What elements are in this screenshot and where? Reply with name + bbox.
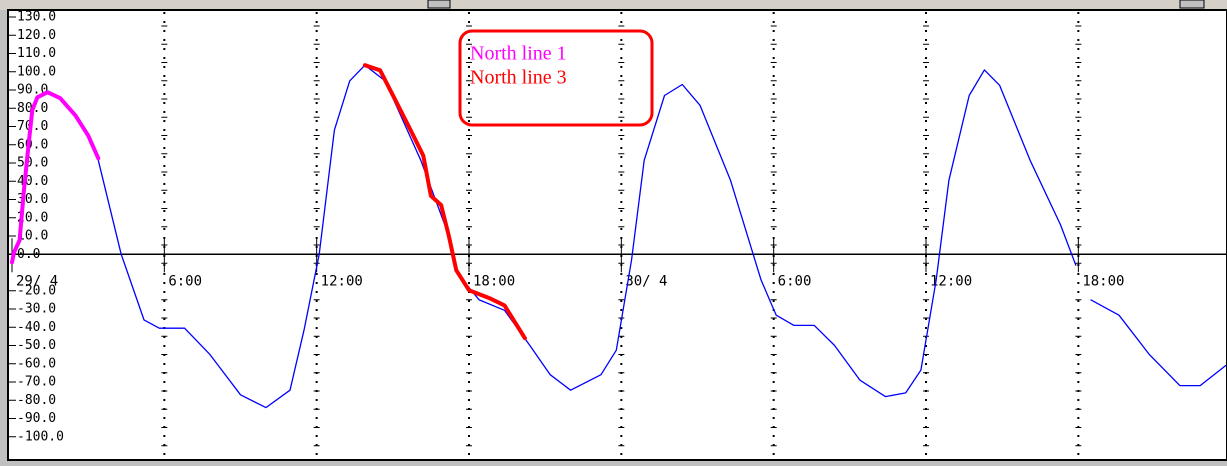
y-tick-label: -70.0 [17,375,56,390]
x-tick-label: 29/ 4 [16,273,58,289]
y-tick-label: 100.0 [17,64,56,79]
series-line [10,90,101,265]
scrollbar-thumb[interactable] [1179,0,1205,9]
x-tick-label: 6:00 [168,273,202,289]
scrollbar-track [0,0,1227,10]
y-tick-label: -60.0 [17,356,56,371]
x-tick-label: 12:00 [930,273,972,289]
x-tick-label: 12:00 [321,273,363,289]
y-tick-label: -80.0 [17,393,56,408]
scrollbar-thumb[interactable] [427,0,451,9]
y-tick-label: -90.0 [17,411,56,426]
y-tick-label: 120.0 [17,28,56,43]
x-tick-label: 6:00 [778,273,812,289]
y-tick-label: 70.0 [17,119,48,134]
y-tick-label: -30.0 [17,302,56,317]
y-tick-label: 50.0 [17,156,48,171]
series-line [97,64,1227,409]
y-tick-label: -100.0 [17,429,64,444]
x-tick-label: 18:00 [473,273,515,289]
y-tick-label: 20.0 [17,210,48,225]
y-tick-label: -20.0 [17,283,56,298]
plot-area [7,9,1227,461]
y-tick-label: 60.0 [17,137,48,152]
legend-box [458,29,654,127]
x-tick-label: 30/ 4 [625,273,667,289]
x-tick-label: 18:00 [1082,273,1124,289]
legend-label: North line 1 [470,43,567,65]
y-tick-label: 110.0 [17,46,56,61]
y-tick-label: -40.0 [17,320,56,335]
series-line [362,63,527,341]
y-tick-label: 130.0 [17,10,56,25]
y-tick-label: -50.0 [17,338,56,353]
y-tick-label: 40.0 [17,174,48,189]
legend-label: North line 3 [470,67,567,89]
y-tick-label: 10.0 [17,229,48,244]
